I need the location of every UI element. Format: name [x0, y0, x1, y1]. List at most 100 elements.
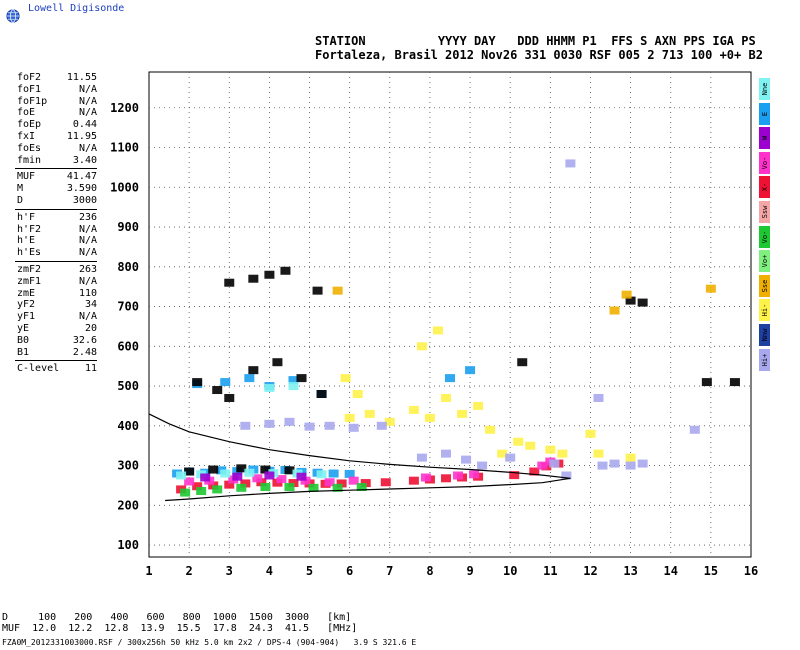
- param-key: h'Es: [17, 247, 42, 259]
- param-key: foE: [17, 107, 36, 119]
- muf-table: D 100 200 400 600 800 1000 1500 3000 [km…: [2, 612, 357, 634]
- header-line-1: STATION YYYY DAY DDD HHMM P1 FFS S AXN P…: [315, 34, 756, 48]
- echo-point: [296, 374, 307, 383]
- echo-point: [545, 445, 556, 454]
- echo-point: [192, 482, 203, 491]
- x-tick-label: 12: [583, 564, 597, 578]
- echo-point: [192, 378, 203, 387]
- echo-point: [332, 286, 343, 295]
- param-key: zmF2: [17, 263, 42, 275]
- param-key: foF1p: [17, 95, 48, 107]
- echo-point: [312, 286, 323, 295]
- param-value: 3.590: [66, 183, 97, 195]
- echo-point: [557, 449, 568, 458]
- echo-point: [356, 483, 367, 492]
- x-tick-label: 5: [306, 564, 313, 578]
- echo-point: [332, 483, 343, 492]
- echo-point: [477, 461, 488, 470]
- echo-point: [340, 374, 351, 383]
- param-row: zmF1 N/A: [15, 276, 97, 288]
- echo-point: [184, 477, 195, 486]
- param-value: 11: [84, 363, 97, 375]
- echo-point: [609, 306, 620, 315]
- param-value: N/A: [78, 247, 97, 259]
- x-tick-label: 3: [226, 564, 233, 578]
- echo-point: [597, 461, 608, 470]
- y-tick-label: 500: [117, 379, 139, 393]
- echo-point: [593, 449, 604, 458]
- x-tick-label: 16: [744, 564, 758, 578]
- legend-swatch: Sse: [759, 274, 770, 297]
- param-row: yE 20: [15, 323, 97, 335]
- echo-point: [308, 483, 319, 492]
- legend-swatch: Hi-: [759, 299, 770, 322]
- x-tick-label: 7: [386, 564, 393, 578]
- echo-point: [729, 378, 740, 387]
- echo-point: [196, 487, 207, 496]
- param-divider: [15, 360, 97, 362]
- param-row: foF1 N/A: [15, 84, 97, 96]
- param-value: N/A: [78, 223, 97, 235]
- param-value: N/A: [78, 83, 97, 95]
- param-value: N/A: [78, 95, 97, 107]
- echo-point: [561, 471, 572, 480]
- param-key: foEs: [17, 142, 42, 154]
- echo-point: [625, 296, 636, 305]
- header-line-2: Fortaleza, Brasil 2012 Nov26 331 0030 RS…: [315, 48, 763, 62]
- param-value: 3.40: [72, 154, 97, 166]
- trace-line: [165, 477, 571, 502]
- param-value: 11.55: [66, 72, 97, 83]
- echo-point: [384, 417, 395, 426]
- param-row: foEp 0.44: [15, 119, 97, 131]
- echo-point: [416, 342, 427, 351]
- echo-point: [380, 478, 391, 487]
- param-divider: [15, 260, 97, 262]
- echo-point: [244, 468, 255, 477]
- brand-name: Lowell Digisonde: [28, 3, 125, 14]
- y-tick-label: 400: [117, 419, 139, 433]
- legend-swatch: Nnw: [759, 323, 770, 346]
- param-value: 20: [84, 322, 97, 334]
- echo-point: [328, 469, 339, 478]
- param-divider: [15, 208, 97, 210]
- param-key: C-level: [17, 363, 60, 375]
- y-tick-label: 1000: [110, 180, 139, 194]
- x-tick-label: 6: [346, 564, 353, 578]
- y-tick-label: 800: [117, 260, 139, 274]
- echo-point: [537, 461, 548, 470]
- echo-point: [440, 449, 451, 458]
- param-key: foF1: [17, 83, 42, 95]
- param-key: foF2: [17, 72, 42, 83]
- echo-point: [497, 449, 508, 458]
- echo-point: [224, 278, 235, 287]
- echo-point: [252, 474, 263, 483]
- echo-point: [465, 366, 476, 375]
- param-row: h'E N/A: [15, 235, 97, 247]
- echo-point: [224, 393, 235, 402]
- echo-point: [176, 471, 187, 480]
- echo-point: [284, 466, 295, 475]
- echo-point: [513, 437, 524, 446]
- param-key: MUF: [17, 171, 36, 183]
- echo-point: [593, 393, 604, 402]
- echo-point: [200, 473, 211, 482]
- echo-point: [637, 298, 648, 307]
- param-row: h'Es N/A: [15, 247, 97, 259]
- param-value: 41.47: [66, 171, 97, 183]
- legend-swatch: E: [759, 102, 770, 125]
- echo-point: [296, 472, 307, 481]
- param-value: N/A: [78, 107, 97, 119]
- echo-point: [625, 461, 636, 470]
- muf-row: MUF 12.0 12.2 12.8 13.9 15.5 17.8 24.3 4…: [2, 623, 358, 634]
- echo-point: [549, 459, 560, 468]
- param-key: yF2: [17, 299, 36, 311]
- param-row: h'F 236: [15, 212, 97, 224]
- echo-point: [509, 471, 520, 480]
- param-key: h'E: [17, 235, 36, 247]
- echo-point: [336, 479, 347, 488]
- param-row: fxI 11.95: [15, 131, 97, 143]
- echo-point: [184, 467, 195, 476]
- param-row: foE N/A: [15, 107, 97, 119]
- param-value: 32.6: [72, 334, 97, 346]
